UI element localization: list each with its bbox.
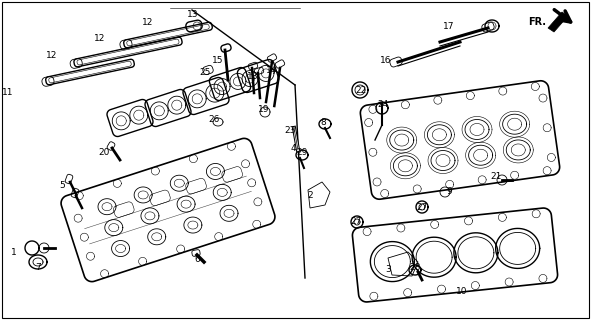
Text: 7: 7 bbox=[35, 263, 41, 273]
Text: 2: 2 bbox=[307, 190, 313, 199]
Text: 17: 17 bbox=[443, 21, 454, 30]
Text: 28: 28 bbox=[410, 263, 421, 273]
Text: 15: 15 bbox=[212, 55, 224, 65]
Text: 18: 18 bbox=[247, 71, 259, 81]
Text: 14: 14 bbox=[267, 66, 278, 75]
Text: 22: 22 bbox=[355, 85, 366, 94]
Text: 23: 23 bbox=[284, 125, 296, 134]
Text: 4: 4 bbox=[290, 143, 296, 153]
Text: 13: 13 bbox=[187, 10, 199, 19]
Text: 12: 12 bbox=[95, 34, 106, 43]
Text: 8: 8 bbox=[320, 117, 326, 126]
Text: 20: 20 bbox=[98, 148, 110, 156]
Text: 11: 11 bbox=[2, 87, 14, 97]
Text: 12: 12 bbox=[46, 51, 58, 60]
Text: 29: 29 bbox=[296, 148, 308, 156]
Text: 21: 21 bbox=[491, 172, 502, 180]
Text: 25: 25 bbox=[199, 68, 210, 76]
Text: 3: 3 bbox=[385, 265, 391, 274]
Text: 16: 16 bbox=[380, 55, 392, 65]
Text: 5: 5 bbox=[59, 180, 65, 189]
Text: 6: 6 bbox=[194, 254, 200, 263]
Text: 27: 27 bbox=[350, 217, 362, 226]
Text: 24: 24 bbox=[378, 100, 389, 108]
Text: FR.: FR. bbox=[528, 17, 546, 27]
Text: 27: 27 bbox=[416, 203, 428, 212]
Text: 10: 10 bbox=[456, 287, 467, 297]
Polygon shape bbox=[548, 12, 568, 32]
Text: 9: 9 bbox=[446, 187, 452, 196]
Text: 12: 12 bbox=[142, 18, 154, 27]
Text: 1: 1 bbox=[11, 247, 17, 257]
Text: 26: 26 bbox=[208, 115, 220, 124]
Text: 19: 19 bbox=[258, 105, 269, 114]
